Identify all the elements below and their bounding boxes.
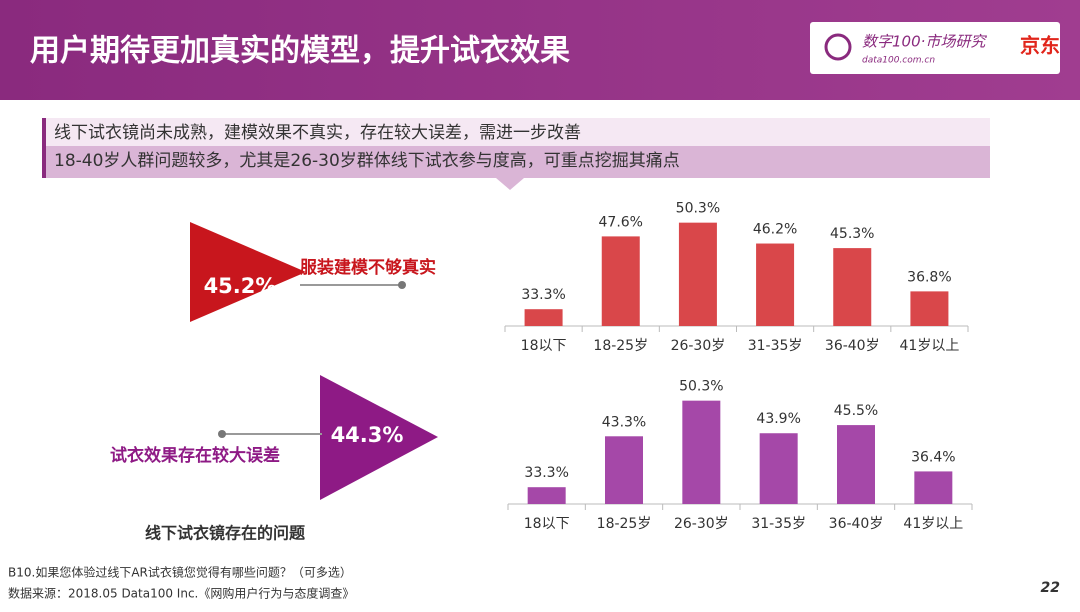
x-tick-label: 36-40岁 <box>829 516 884 532</box>
x-tick-label: 18-25岁 <box>597 516 652 532</box>
logo-area <box>810 22 1060 74</box>
bar <box>837 425 875 504</box>
page-number: 22 <box>1041 580 1060 596</box>
issue-triangle <box>320 375 438 500</box>
source: 数据来源：2018.05 Data100 Inc.《网购用户行为与态度调查》 <box>8 586 354 601</box>
x-tick-label: 26-30岁 <box>674 516 729 532</box>
callout-pointer <box>496 178 524 190</box>
value-label: 33.3% <box>524 465 568 481</box>
x-tick-label: 36-40岁 <box>825 338 880 354</box>
brand: 京东 <box>1020 34 1060 58</box>
bar <box>601 236 640 326</box>
logo-text: 数字100·市场研究 <box>862 33 987 51</box>
bar <box>756 243 795 326</box>
value-label: 50.3% <box>679 379 723 395</box>
x-tick-label: 31-35岁 <box>748 338 803 354</box>
connector-dot <box>218 430 226 438</box>
x-tick-label: 26-30岁 <box>671 338 726 354</box>
callout-line: 18-40岁人群问题较多，尤其是26-30岁群体线下试衣参与度高，可重点挖掘其痛… <box>54 151 680 171</box>
callout-row <box>42 146 990 178</box>
callout-border <box>42 118 46 178</box>
x-tick-label: 18以下 <box>521 338 567 354</box>
x-tick-label: 18-25岁 <box>593 338 648 354</box>
slide-title: 用户期待更加真实的模型，提升试衣效果 <box>30 34 570 69</box>
x-tick-label: 41岁以上 <box>900 338 960 354</box>
bar <box>524 309 563 326</box>
issue-label: 试衣效果存在较大误差 <box>110 445 280 466</box>
value-label: 36.4% <box>911 449 955 465</box>
footnote: B10.如果您体验过线下AR试衣镜您觉得有哪些问题？（可多选） <box>8 565 352 580</box>
issue-value: 45.2% <box>204 274 277 298</box>
value-label: 47.6% <box>599 214 643 230</box>
value-label: 43.9% <box>756 411 800 427</box>
bar <box>527 487 566 504</box>
value-label: 45.3% <box>830 226 874 242</box>
value-label: 45.5% <box>834 403 878 419</box>
logo-sub: data100.com.cn <box>862 56 935 66</box>
bar <box>910 291 949 326</box>
callout-line: 线下试衣镜尚未成熟，建模效果不真实，存在较大误差，需进一步改善 <box>54 122 581 143</box>
value-label: 33.3% <box>521 287 565 303</box>
x-tick-label: 18以下 <box>524 516 570 532</box>
issue-triangle <box>190 222 306 322</box>
x-tick-label: 31-35岁 <box>751 516 806 532</box>
value-label: 36.8% <box>907 269 951 285</box>
connector-dot <box>398 281 406 289</box>
value-label: 43.3% <box>602 414 646 430</box>
issue-label: 服装建模不够真实 <box>300 257 436 278</box>
value-label: 50.3% <box>676 201 720 217</box>
caption: 线下试衣镜存在的问题 <box>145 524 306 543</box>
bar <box>605 436 643 504</box>
issue-value: 44.3% <box>331 423 404 447</box>
callout-row <box>42 118 990 146</box>
logo-mark <box>824 33 852 61</box>
bar <box>682 400 721 504</box>
bar <box>833 248 872 326</box>
bar <box>759 433 798 504</box>
bar <box>678 222 717 326</box>
bar <box>914 471 953 504</box>
value-label: 46.2% <box>753 222 797 238</box>
x-tick-label: 41岁以上 <box>903 516 963 532</box>
